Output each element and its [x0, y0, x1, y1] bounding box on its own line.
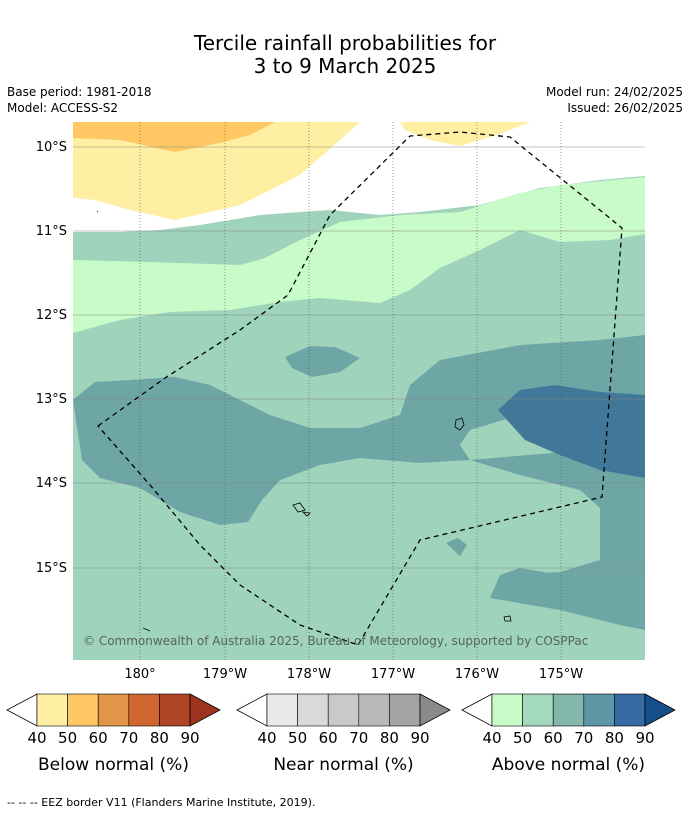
lon-label: 175°W [539, 667, 583, 682]
colorbar-title: Above normal (%) [492, 755, 645, 775]
colorbar-max-arrow [419, 693, 451, 727]
colorbar-cell [491, 693, 523, 727]
copyright-text: © Commonwealth of Australia 2025, Bureau… [83, 634, 588, 648]
colorbar-tick-label: 50 [513, 729, 532, 747]
colorbars: 40 50 60 70 80 90 Below normal (%) 40 50 60 70 80 90… [6, 693, 676, 775]
colorbar-tick-label: 40 [482, 729, 501, 747]
below-50-region [73, 122, 275, 152]
colorbar-2: 40 50 60 70 80 90 Near normal (%) [236, 693, 451, 775]
colorbar-min-arrow [6, 693, 38, 727]
island-alofi [301, 511, 311, 517]
colorbar-min-arrow [236, 693, 268, 727]
island-dot [96, 210, 99, 213]
lat-label: 13°S [36, 392, 67, 407]
above-40-region [73, 177, 645, 333]
lon-labels: 180° 179°W 178°W 177°W 176°W 175°W [124, 667, 583, 682]
colorbar-tick-label: 60 [544, 729, 563, 747]
island-small-east [503, 615, 512, 622]
island-uvea [454, 417, 465, 431]
gridlines [73, 122, 645, 660]
colorbar-cell [389, 693, 421, 727]
colorbar-cell [552, 693, 585, 727]
islands [96, 210, 512, 632]
map-title: Tercile rainfall probabilities for 3 to … [0, 32, 690, 78]
lat-label: 14°S [36, 476, 67, 491]
above-60-island [285, 346, 360, 377]
model-run: Model run: 24/02/2025 [545, 85, 683, 99]
lon-label: 177°W [371, 667, 415, 682]
map-area [73, 122, 645, 660]
lat-label: 11°S [36, 224, 67, 239]
colorbar-tick-label: 80 [150, 729, 169, 747]
colorbar-cell [327, 693, 360, 727]
colorbar-tick-label: 40 [27, 729, 46, 747]
colorbar-title: Near normal (%) [273, 755, 413, 775]
colorbar-cell [583, 693, 615, 727]
island-futuna [292, 502, 306, 513]
issued-date: Issued: 26/02/2025 [567, 101, 683, 115]
base-period: Base period: 1981-2018 [7, 85, 152, 99]
colorbar-cell [67, 693, 99, 727]
island-small-west [142, 627, 151, 632]
lon-label: 176°W [455, 667, 499, 682]
title-line-2: 3 to 9 March 2025 [253, 54, 437, 78]
colorbar-cell [297, 693, 329, 727]
lat-label: 15°S [36, 561, 67, 576]
meta-left: Base period: 1981-2018 Model: ACCESS-S2 [7, 84, 152, 116]
below-40-region-east [400, 122, 530, 146]
colorbar-cell [358, 693, 390, 727]
colorbar-tick-label: 80 [380, 729, 399, 747]
colorbar-tick-label: 70 [119, 729, 138, 747]
colorbar-tick-label: 50 [288, 729, 307, 747]
colorbar-max-arrow [644, 693, 676, 727]
colorbar-tick-label: 90 [635, 729, 654, 747]
colorbar-title: Below normal (%) [38, 755, 189, 775]
eez-legend: -- -- -- EEZ border V11 (Flanders Marine… [7, 796, 316, 809]
eez-border [97, 131, 623, 646]
lon-label: 178°W [287, 667, 331, 682]
colorbar-cell [159, 693, 191, 727]
colorbar-tick-label: 70 [574, 729, 593, 747]
title-line-1: Tercile rainfall probabilities for [193, 31, 497, 55]
meta-right: Model run: 24/02/2025 Issued: 26/02/2025 [546, 84, 683, 116]
colorbar-cell [128, 693, 160, 727]
above-60-east [470, 445, 645, 630]
model-name: Model: ACCESS-S2 [7, 101, 119, 115]
colorbar-tick-label: 90 [410, 729, 429, 747]
colorbar-3: 40 50 60 70 80 90 Above normal (%) [461, 693, 676, 775]
lat-label: 12°S [36, 308, 67, 323]
colorbar-tick-label: 40 [257, 729, 276, 747]
colorbar-tick-label: 60 [319, 729, 338, 747]
lat-label: 10°S [36, 140, 67, 155]
lat-labels: 10°S 11°S 12°S 13°S 14°S 15°S [36, 140, 67, 576]
lon-label: 180° [124, 667, 155, 682]
colorbar-cell [614, 693, 646, 727]
colorbar-tick-label: 60 [89, 729, 108, 747]
colorbar-cell [97, 693, 130, 727]
colorbar-cell [522, 693, 554, 727]
colorbar-max-arrow [189, 693, 221, 727]
colorbar-tick-label: 90 [180, 729, 199, 747]
colorbar-min-arrow [461, 693, 493, 727]
colorbar-tick-label: 70 [349, 729, 368, 747]
above-60-patch [446, 538, 467, 556]
lon-label: 179°W [203, 667, 247, 682]
colorbar-tick-label: 80 [605, 729, 624, 747]
below-40-region [73, 122, 360, 220]
colorbar-tick-label: 50 [58, 729, 77, 747]
colorbar-cell [266, 693, 298, 727]
colorbar-1: 40 50 60 70 80 90 Below normal (%) [6, 693, 221, 775]
colorbar-cell [36, 693, 68, 727]
